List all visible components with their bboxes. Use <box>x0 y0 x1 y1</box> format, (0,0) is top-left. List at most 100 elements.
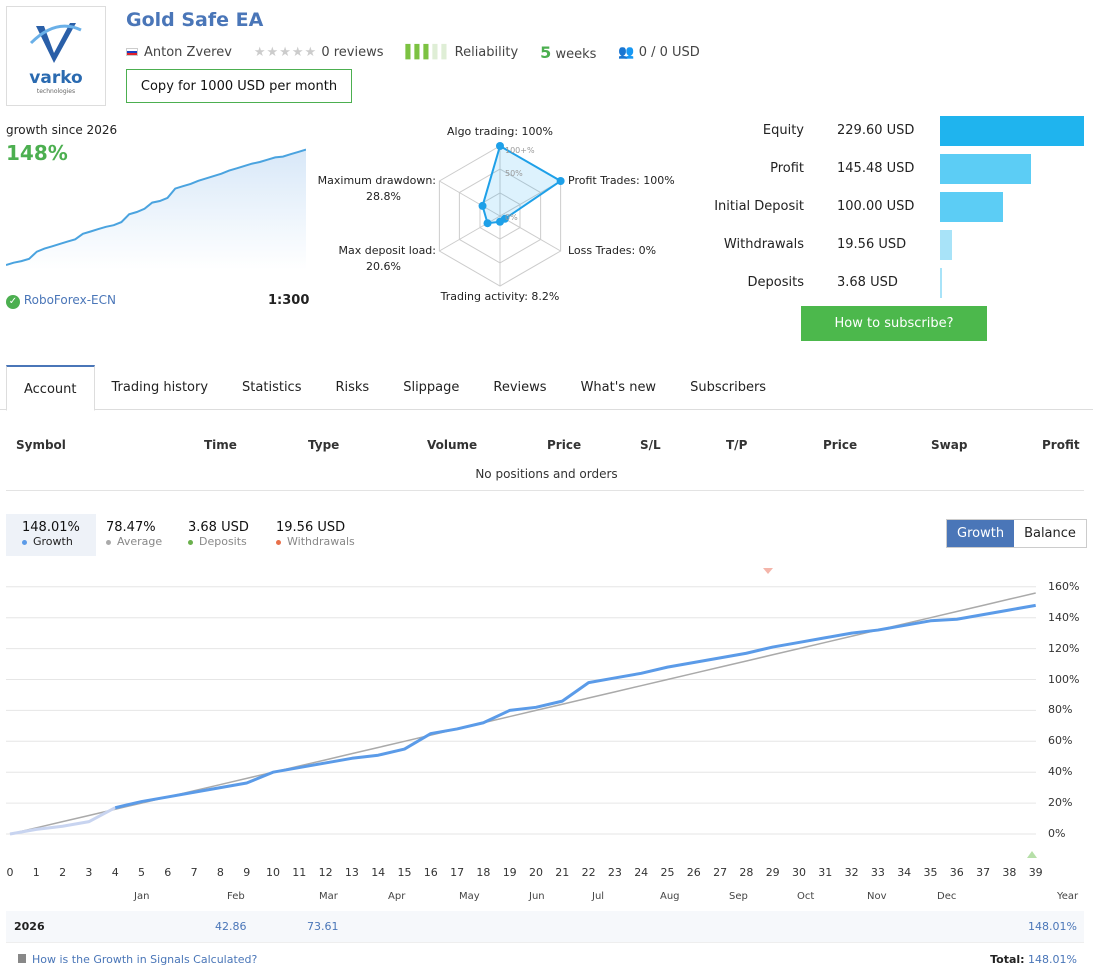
copy-button[interactable]: Copy for 1000 USD per month <box>126 69 352 103</box>
x-tick-label: 22 <box>581 866 596 879</box>
summary-value: 148.01% <box>22 520 80 535</box>
tab-reviews[interactable]: Reviews <box>493 380 547 395</box>
column-header[interactable]: Symbol <box>16 438 66 452</box>
tab-risks[interactable]: Risks <box>335 380 370 395</box>
x-tick-label: 14 <box>371 866 386 879</box>
radar-label: 20.6% <box>366 260 401 273</box>
author-logo: varko technologies <box>6 6 106 106</box>
leverage: 1:300 <box>268 293 310 308</box>
column-header[interactable]: Time <box>204 438 237 452</box>
legend-dot-icon <box>276 539 281 545</box>
growth-toggle[interactable]: Growth <box>947 520 1015 547</box>
column-header[interactable]: Price <box>823 438 858 452</box>
summary-label: Growth <box>33 535 73 548</box>
x-tick-label: 0 <box>6 866 14 879</box>
y-tick-label: 40% <box>1048 765 1073 779</box>
radar-axis <box>439 180 501 217</box>
broker-link[interactable]: ✓ RoboForex-ECN <box>6 293 116 309</box>
month-growth-value[interactable]: 42.86 <box>215 920 247 933</box>
month-label: Year <box>1057 891 1079 902</box>
year-growth-value[interactable]: 148.01% <box>1028 920 1077 933</box>
radar-shape <box>481 144 563 225</box>
radar-point <box>483 219 492 228</box>
author-name: Anton Zverev <box>144 45 232 60</box>
column-header[interactable]: S/L <box>640 438 661 452</box>
rating[interactable]: ★★★★★ 0 reviews <box>254 45 384 60</box>
total: Total: 148.01% <box>990 953 1077 966</box>
x-tick-label: 15 <box>397 866 412 879</box>
summary-growth[interactable]: 148.01% Growth <box>6 514 96 556</box>
age: 5 weeks <box>540 43 596 62</box>
column-header[interactable]: Swap <box>931 438 968 452</box>
reviews-count: 0 reviews <box>321 45 384 60</box>
stat-bar <box>940 154 1032 184</box>
stat-label: Initial Deposit <box>714 199 804 214</box>
reliability: ▌▌▌▌▌ Reliability <box>406 45 519 60</box>
month-label: Aug <box>660 891 680 902</box>
stat-value: 100.00 USD <box>837 199 915 214</box>
month-label: Nov <box>867 891 887 902</box>
summary-withdrawals[interactable]: 19.56 USD Withdrawals <box>260 514 371 556</box>
column-header[interactable]: T/P <box>726 438 748 452</box>
russia-flag-icon <box>126 48 138 56</box>
mini-growth-chart <box>6 148 306 270</box>
summary-label: Deposits <box>199 535 247 548</box>
info-icon <box>18 954 26 963</box>
how-to-subscribe-button[interactable]: How to subscribe? <box>801 306 987 341</box>
stat-bar <box>940 230 953 260</box>
tab-account[interactable]: Account <box>6 365 95 411</box>
summary-label: Withdrawals <box>287 535 355 548</box>
divider <box>6 490 1084 491</box>
balance-toggle[interactable]: Balance <box>1024 526 1076 541</box>
x-tick-label: 39 <box>1028 866 1043 879</box>
x-tick-label: 4 <box>111 866 119 879</box>
signal-title[interactable]: Gold Safe EA <box>126 9 264 31</box>
summary-average[interactable]: 78.47% Average <box>90 514 178 556</box>
stat-row: Deposits 3.68 USD <box>700 267 1093 305</box>
y-tick-label: 80% <box>1048 703 1073 717</box>
column-header[interactable]: Type <box>308 438 340 452</box>
x-tick-label: 1 <box>32 866 40 879</box>
radar-axis <box>499 215 561 252</box>
broker-name: RoboForex-ECN <box>23 293 116 307</box>
stat-bar <box>940 192 1003 222</box>
x-tick-label: 11 <box>292 866 307 879</box>
logo-text: varko <box>29 67 83 88</box>
x-tick-label: 37 <box>976 866 991 879</box>
summary-value: 78.47% <box>106 520 156 535</box>
growth-since-label: growth since 2026 <box>6 123 118 137</box>
x-tick-label: 29 <box>765 866 780 879</box>
x-tick-label: 10 <box>266 866 280 879</box>
growth-value: 148% <box>6 141 68 165</box>
y-tick-label: 20% <box>1048 796 1073 810</box>
tab-what-s-new[interactable]: What's new <box>580 380 657 395</box>
legend-dot-icon <box>22 539 27 545</box>
subscribers-info: 👥 0 / 0 USD <box>618 45 699 60</box>
tab-slippage[interactable]: Slippage <box>403 380 460 395</box>
month-growth-value[interactable]: 73.61 <box>307 920 339 933</box>
radar-point <box>496 142 504 150</box>
tab-trading-history[interactable]: Trading history <box>111 380 209 395</box>
x-tick-label: 38 <box>1002 866 1017 879</box>
withdrawal-marker-icon <box>763 568 773 574</box>
month-label: May <box>459 891 480 902</box>
tab-statistics[interactable]: Statistics <box>242 380 302 395</box>
radar-label: Profit Trades: 100% <box>568 174 675 187</box>
radar-point <box>496 217 504 226</box>
chart-mode-toggle: Growth Balance <box>946 519 1087 548</box>
column-header[interactable]: Volume <box>427 438 478 452</box>
weeks-label: weeks <box>555 47 597 62</box>
summary-deposits[interactable]: 3.68 USD Deposits <box>172 514 265 556</box>
stat-value: 229.60 USD <box>837 123 915 138</box>
column-header[interactable]: Profit <box>1042 438 1080 452</box>
column-header[interactable]: Price <box>547 438 582 452</box>
stat-row: Initial Deposit 100.00 USD <box>700 191 1093 229</box>
tab-subscribers[interactable]: Subscribers <box>690 380 767 395</box>
radar-label: Algo trading: 100% <box>447 125 553 138</box>
radar-point <box>478 201 487 210</box>
year-label: 2026 <box>14 920 45 933</box>
author[interactable]: Anton Zverev <box>126 45 232 60</box>
summary-value: 19.56 USD <box>276 520 346 535</box>
growth-calculation-link[interactable]: How is the Growth in Signals Calculated? <box>18 953 257 966</box>
stat-value: 19.56 USD <box>837 237 907 252</box>
